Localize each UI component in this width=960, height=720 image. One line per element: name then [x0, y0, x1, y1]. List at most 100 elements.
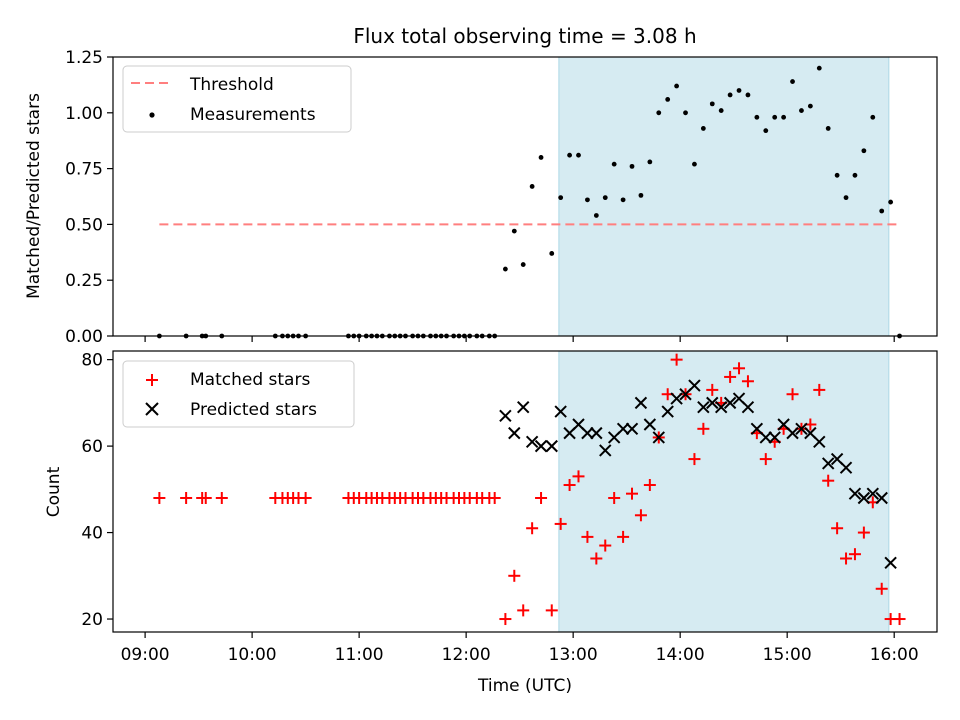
measurement-point — [700, 126, 706, 131]
predicted-star-stroke — [499, 409, 512, 423]
matched-star-point — [199, 491, 212, 504]
predicted-star-stroke — [525, 435, 539, 448]
predicted-star-stroke — [750, 422, 764, 436]
predicted-star-stroke — [581, 426, 594, 440]
measurement-point — [807, 103, 813, 109]
time-x-tick-label: 16:00 — [870, 645, 919, 665]
predicted-star-point — [759, 431, 772, 444]
measurement-point — [754, 114, 760, 120]
matched-star-point — [572, 470, 585, 483]
matched-star-point — [608, 491, 621, 504]
measurement-point — [692, 161, 697, 167]
predicted-star-stroke — [688, 379, 701, 392]
measurement-point — [879, 208, 885, 214]
matched-star-point — [215, 491, 228, 504]
measurement-point — [549, 251, 555, 256]
predicted-star-stroke — [590, 426, 603, 440]
predicted-star-stroke — [786, 426, 799, 440]
predicted-star-point — [517, 400, 530, 414]
ratio-y-axis: 0.00 0.25 0.50 0.75 1.00 1.25 — [65, 48, 113, 347]
predicted-star-stroke — [884, 556, 897, 570]
predicted-star-point — [616, 422, 630, 436]
ratio-y-tick-label: 0.25 — [65, 271, 103, 291]
predicted-star-point — [590, 426, 603, 440]
predicted-star-stroke — [508, 426, 521, 440]
matched-star-point — [634, 509, 647, 522]
matched-star-point — [180, 491, 193, 504]
predicted-star-point — [795, 422, 808, 436]
matched-star-point — [581, 530, 594, 543]
matched-star-point — [590, 552, 603, 565]
legend-predicted-label: Predicted stars — [190, 400, 317, 420]
chart-title: Flux total observing time = 3.08 h — [353, 24, 696, 48]
predicted-star-stroke — [545, 439, 558, 453]
predicted-star-point — [599, 444, 612, 457]
ratio-y-tick-label: 1.00 — [65, 104, 103, 124]
ratio-y-tick-label: 0.75 — [65, 160, 103, 180]
measurement-point — [567, 152, 572, 158]
count-y-tick-label: 80 — [81, 351, 103, 371]
measurement-point — [576, 152, 581, 158]
predicted-star-stroke — [661, 405, 674, 418]
measurement-point — [781, 114, 787, 120]
matched-star-point — [508, 569, 521, 582]
measurement-point — [629, 163, 635, 169]
ratio-y-tick-label: 0.50 — [65, 215, 103, 235]
predicted-star-point — [545, 439, 558, 453]
legend-matched-swatch — [146, 374, 158, 386]
matched-star-point — [626, 487, 639, 500]
predicted-star-point — [688, 379, 701, 392]
predicted-star-stroke — [697, 400, 710, 414]
matched-star-point — [599, 539, 612, 552]
measurement-point — [638, 192, 644, 198]
time-x-axis-label: Time (UTC) — [477, 676, 572, 696]
predicted-star-stroke — [813, 435, 826, 448]
predicted-star-point — [670, 392, 683, 405]
matched-star-point — [688, 453, 701, 466]
matched-star-point — [822, 474, 835, 487]
predicted-star-stroke — [616, 422, 630, 436]
predicted-star-stroke — [839, 461, 853, 474]
predicted-star-point — [643, 418, 657, 431]
predicted-star-stroke — [652, 431, 665, 444]
ratio-y-axis-label: Matched/Predicted stars — [24, 93, 44, 299]
legend-threshold-label: Threshold — [189, 75, 274, 95]
predicted-star-stroke — [804, 426, 817, 440]
predicted-star-point — [661, 405, 674, 418]
predicted-star-stroke — [857, 491, 871, 505]
measurement-point — [888, 199, 894, 205]
predicted-star-point — [813, 435, 826, 448]
time-x-tick-label: 14:00 — [656, 645, 705, 665]
predicted-star-stroke — [741, 400, 755, 414]
count-y-axis-label: Count — [44, 466, 64, 517]
legend-measurement-label: Measurements — [190, 105, 316, 125]
count-y-axis: 20 40 60 80 — [81, 351, 113, 630]
measurement-point — [772, 114, 778, 120]
time-x-tick-label: 11:00 — [335, 645, 384, 665]
predicted-star-stroke — [634, 396, 648, 410]
measurement-point — [745, 92, 751, 98]
measurement-point — [674, 83, 680, 89]
matched-star-point — [643, 479, 656, 492]
measurement-point — [861, 148, 867, 154]
predicted-star-point — [875, 491, 888, 505]
predicted-star-point — [625, 422, 639, 436]
predicted-star-point — [723, 396, 737, 410]
measurement-point — [799, 108, 804, 113]
measurement-point — [763, 128, 769, 134]
matched-star-point — [733, 362, 746, 375]
time-x-tick-label: 15:00 — [763, 645, 812, 665]
predicted-stars-points — [499, 379, 897, 570]
predicted-star-point — [768, 431, 781, 444]
measurement-point — [816, 65, 822, 71]
predicted-star-point — [581, 426, 594, 440]
predicted-star-stroke — [821, 457, 835, 470]
measurement-point — [683, 110, 688, 116]
count-plot-frame — [112, 350, 938, 633]
predicted-star-stroke — [643, 418, 657, 431]
predicted-star-stroke — [732, 392, 746, 405]
predicted-star-stroke — [534, 439, 548, 453]
measurement-point — [620, 197, 626, 203]
predicted-star-stroke — [848, 487, 862, 500]
predicted-star-point — [866, 487, 879, 500]
